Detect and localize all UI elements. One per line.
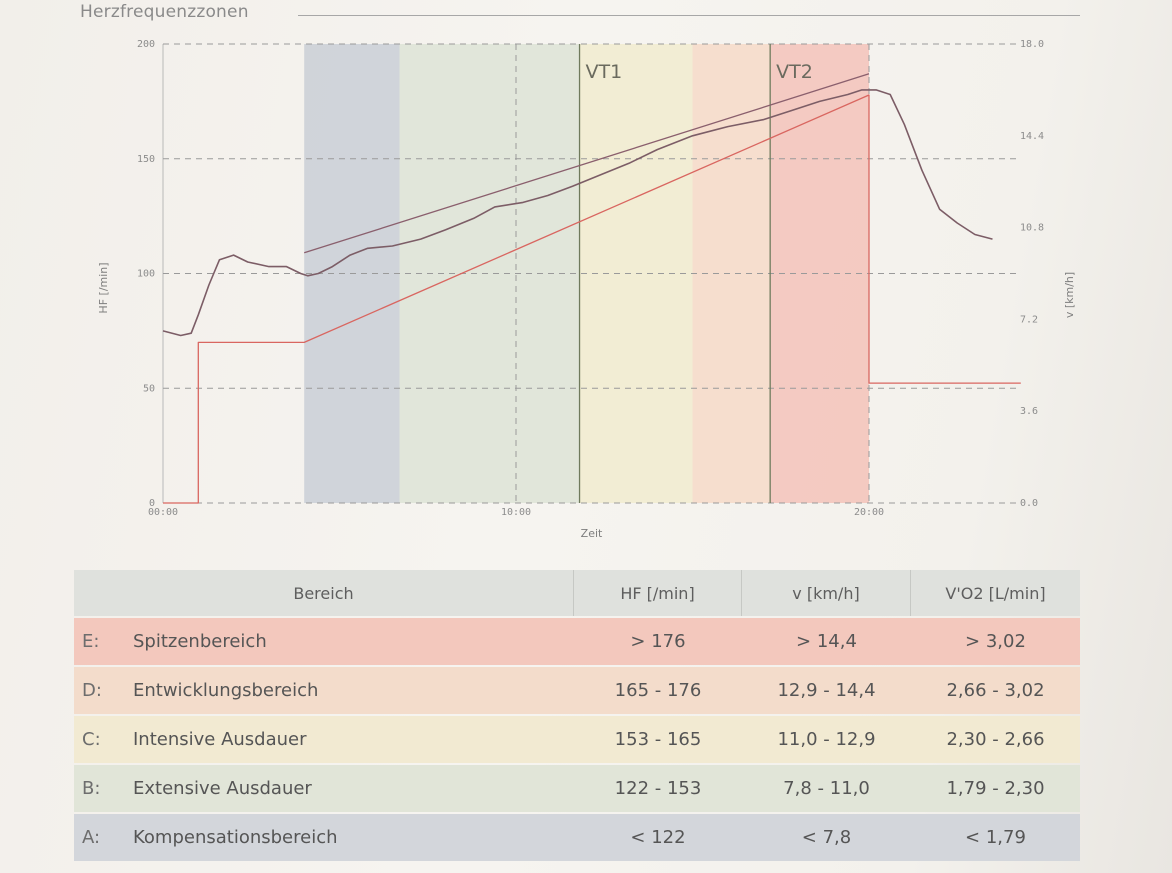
y-right-tick-label: 10.8 [1020, 223, 1044, 234]
y-right-tick-label: 3.6 [1020, 406, 1038, 417]
zone-name: Intensive Ausdauer [127, 716, 574, 763]
zone-letter: C: [74, 716, 127, 763]
zone-letter: B: [74, 765, 127, 812]
x-tick-label: 00:00 [148, 507, 178, 518]
zone-vo2: 2,30 - 2,66 [911, 716, 1080, 763]
zone-vo2: > 3,02 [911, 618, 1080, 665]
x-tick-label: 10:00 [501, 507, 531, 518]
zone-row-c: C: Intensive Ausdauer 153 - 165 11,0 - 1… [74, 716, 1080, 763]
x-tick-label: 20:00 [854, 507, 884, 518]
header-vo2: V'O2 [L/min] [911, 570, 1080, 616]
y-left-tick-label: 0 [149, 498, 155, 509]
header-hf: HF [/min] [574, 570, 742, 616]
section-title: Herzfrequenzzonen [80, 2, 249, 22]
header-v: v [km/h] [742, 570, 911, 616]
zone-name: Entwicklungsbereich [127, 667, 574, 714]
header-bereich: Bereich [74, 570, 574, 616]
zone-hf: 165 - 176 [574, 667, 742, 714]
y-left-axis-title: HF [/min] [97, 262, 110, 313]
zone-name: Extensive Ausdauer [127, 765, 574, 812]
zone-speed: 7,8 - 11,0 [742, 765, 911, 812]
title-divider [298, 15, 1080, 16]
zone-hf: > 176 [574, 618, 742, 665]
zone-row-e: E: Spitzenbereich > 176 > 14,4 > 3,02 [74, 618, 1080, 665]
zone-letter: E: [74, 618, 127, 665]
zone-hf: 122 - 153 [574, 765, 742, 812]
zone-speed: > 14,4 [742, 618, 911, 665]
x-axis-title: Zeit [581, 527, 603, 540]
y-left-tick-label: 200 [137, 39, 155, 50]
zone-band-e [770, 44, 869, 503]
y-left-tick-label: 150 [137, 154, 155, 165]
y-right-tick-label: 0.0 [1020, 498, 1038, 509]
hf-measured-line [162, 89, 993, 337]
zone-hf: 153 - 165 [574, 716, 742, 763]
y-left-tick-label: 100 [137, 269, 155, 280]
zone-row-a: A: Kompensationsbereich < 122 < 7,8 < 1,… [74, 814, 1080, 861]
y-right-tick-label: 7.2 [1020, 314, 1038, 325]
hf-fit-line [304, 73, 870, 254]
zone-vo2: 2,66 - 3,02 [911, 667, 1080, 714]
zone-hf: < 122 [574, 814, 742, 861]
zone-speed: 11,0 - 12,9 [742, 716, 911, 763]
zone-table: Bereich HF [/min] v [km/h] V'O2 [L/min] … [74, 568, 1080, 863]
zone-name: Kompensationsbereich [127, 814, 574, 861]
zone-speed: < 7,8 [742, 814, 911, 861]
zone-vo2: < 1,79 [911, 814, 1080, 861]
y-left-tick-label: 50 [143, 383, 155, 394]
zone-vo2: 1,79 - 2,30 [911, 765, 1080, 812]
heart-rate-chart: 0 50 100 150 200 0.0 3.6 7.2 10.8 14.4 18.0 00:00 10… [97, 39, 1076, 540]
zone-speed: 12,9 - 14,4 [742, 667, 911, 714]
speed-line [163, 94, 1021, 504]
threshold-label-vt1: VT1 [586, 61, 623, 83]
y-right-tick-label: 18.0 [1020, 39, 1044, 50]
zone-letter: A: [74, 814, 127, 861]
zone-name: Spitzenbereich [127, 618, 574, 665]
y-right-tick-label: 14.4 [1020, 131, 1044, 142]
zone-table-header: Bereich HF [/min] v [km/h] V'O2 [L/min] [74, 570, 1080, 616]
zone-row-b: B: Extensive Ausdauer 122 - 153 7,8 - 11… [74, 765, 1080, 812]
threshold-label-vt2: VT2 [776, 61, 813, 83]
y-right-axis-title: v [km/h] [1063, 272, 1076, 318]
zone-letter: D: [74, 667, 127, 714]
zone-row-d: D: Entwicklungsbereich 165 - 176 12,9 - … [74, 667, 1080, 714]
